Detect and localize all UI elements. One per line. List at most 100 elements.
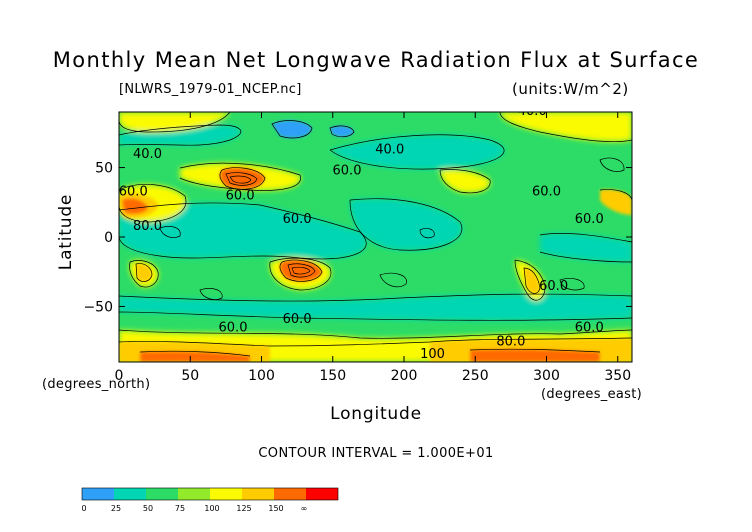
contour-line <box>119 337 632 347</box>
southern-africa-core <box>136 263 152 282</box>
contour-line <box>514 259 546 301</box>
southern-band <box>119 294 632 321</box>
contour-line <box>439 169 491 194</box>
colorbar-tick-label: ∞ <box>301 504 308 513</box>
contour-label: 40.0 <box>133 147 162 162</box>
contour-line <box>291 266 311 275</box>
contour-labels: 40.0 40.0 40.0 60.0 60.0 60.0 60.0 60.0 60.0 80.0… <box>119 104 604 362</box>
colorbar-tick-label: 125 <box>236 504 251 513</box>
contour-line <box>279 259 323 282</box>
contour-line <box>229 175 252 184</box>
contour-line <box>119 124 242 146</box>
contour-line <box>329 134 505 170</box>
x-axis-title: Longitude <box>330 404 422 424</box>
arctic-blue-2 <box>330 125 354 137</box>
antarctic-red-east <box>470 349 600 362</box>
y-axis-unit: (degrees_north) <box>42 377 151 392</box>
andes-core <box>524 268 540 294</box>
antarctic-red-west <box>140 351 250 362</box>
contour-label: 60.0 <box>283 212 312 227</box>
contour-line <box>119 184 187 223</box>
colorbar-swatch <box>274 488 306 500</box>
contour-line <box>379 272 407 288</box>
y-tick-label: 0 <box>104 230 113 246</box>
colorbar-swatch <box>82 488 114 500</box>
colorbar: 0 25 50 75 100 125 150 ∞ <box>81 487 339 513</box>
contour-label: 60.0 <box>532 184 561 199</box>
x-tick-label: 250 <box>462 368 489 384</box>
plot-area: 40.0 40.0 40.0 60.0 60.0 60.0 60.0 60.0 60.0 80.0… <box>119 104 632 362</box>
contour-line <box>559 278 585 291</box>
colorbar-tick-label: 0 <box>81 504 86 513</box>
contour-line <box>225 172 258 186</box>
contour-label: 100 <box>420 347 445 362</box>
x-tick-label: 50 <box>181 368 199 384</box>
contour-lines <box>119 112 632 357</box>
north-america <box>440 169 491 193</box>
contour-line <box>129 260 159 288</box>
colorbar-swatch <box>210 488 242 500</box>
colorbar-frame <box>81 487 339 501</box>
contour-label: 60.0 <box>539 279 568 294</box>
x-tick-label: 100 <box>248 368 275 384</box>
colorbar-swatch <box>242 488 274 500</box>
x-tick-label: 350 <box>604 368 631 384</box>
contour-line <box>139 350 251 357</box>
dataset-file-label: [NLWRS_1979-01_NCEP.nc] <box>119 82 302 97</box>
contour-line <box>287 263 316 278</box>
contour-label: 80.0 <box>496 334 525 349</box>
contour-label: 60.0 <box>226 189 255 204</box>
contour-line <box>599 189 632 201</box>
contour-line <box>199 288 223 300</box>
contour-line <box>119 293 632 302</box>
tropical-band-east <box>540 233 632 262</box>
colorbar-tick-label: 150 <box>268 504 283 513</box>
colorbar-tick-label: 50 <box>143 504 153 513</box>
north-pacific-band <box>330 134 505 170</box>
contour-line <box>179 162 301 191</box>
contour-label: 60.0 <box>119 184 148 199</box>
contour-line <box>271 120 313 139</box>
contour-line <box>539 251 632 263</box>
contour-label: 60.0 <box>219 320 248 335</box>
contour-line <box>119 311 632 321</box>
contour-line <box>135 263 153 282</box>
colorbar-swatch <box>114 488 146 500</box>
east-asia-orange <box>600 189 632 215</box>
contour-line <box>539 233 632 243</box>
colorbar-swatch <box>306 488 338 500</box>
tropical-band-central <box>350 198 462 251</box>
sahara-hot <box>122 198 148 215</box>
units-label: (units:W/m^2) <box>512 80 629 98</box>
contour-label: 40.0 <box>518 104 547 119</box>
contour-line <box>599 157 625 172</box>
contour-line <box>469 348 601 353</box>
contour-line <box>159 226 181 238</box>
contour-label: 60.0 <box>283 312 312 327</box>
x-axis: 0 50 100 150 200 250 300 350 <box>115 112 631 384</box>
contour-label: 80.0 <box>133 219 162 234</box>
colorbar-tick-label: 25 <box>111 504 121 513</box>
x-tick-label: 300 <box>533 368 560 384</box>
contour-line <box>419 228 435 239</box>
x-tick-label: 0 <box>115 368 124 384</box>
colorbar-swatch <box>178 488 210 500</box>
contour-line <box>119 112 231 133</box>
x-tick-label: 150 <box>319 368 346 384</box>
contour-line <box>119 329 632 339</box>
tropical-band-west <box>119 202 367 259</box>
y-axis: −50 0 50 <box>83 161 632 315</box>
contour-line <box>523 267 541 294</box>
arctic-blue <box>272 120 312 138</box>
colorbar-tick-label: 100 <box>204 504 219 513</box>
contour-interval-text: CONTOUR INTERVAL = 1.000E+01 <box>258 446 494 461</box>
contour-label: 60.0 <box>333 164 362 179</box>
contour-line <box>269 257 332 291</box>
contour-label: 60.0 <box>575 212 604 227</box>
y-tick-label: −50 <box>83 299 113 315</box>
x-tick-label: 200 <box>391 368 418 384</box>
contour-line <box>329 125 355 138</box>
y-tick-label: 50 <box>95 161 113 177</box>
contour-label: 40.0 <box>375 143 404 158</box>
